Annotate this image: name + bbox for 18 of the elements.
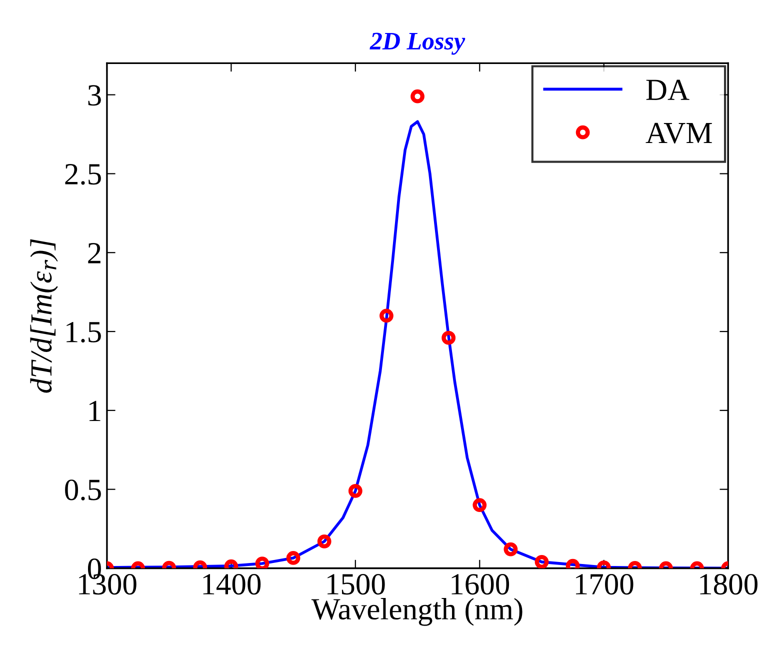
- y-tick-label: 3: [88, 85, 101, 106]
- x-tick-label: 1700: [576, 574, 634, 595]
- chart-title: 2D Lossy: [370, 32, 466, 55]
- x-tick-label: 1600: [452, 574, 510, 595]
- x-axis-title: Wavelength (nm): [311, 598, 522, 626]
- point: [442, 330, 456, 345]
- y-tick-label: 2: [88, 242, 100, 264]
- x-tick-label: 1800: [700, 574, 758, 595]
- legend-label: AVM: [646, 122, 712, 144]
- point: [380, 308, 394, 323]
- x-tick-label: 1500: [328, 574, 385, 595]
- y-tick-label: 0.5: [65, 480, 101, 500]
- x-tick-label: 1400: [203, 574, 261, 595]
- y-tick-label: 1.5: [66, 322, 101, 343]
- legend-label: DA: [646, 80, 690, 100]
- y-tick-label: 1: [90, 400, 100, 422]
- y-tick-label: 2.5: [65, 164, 101, 185]
- y-axis-title: dT/d[Im(ε$_{r}$)]: [30, 239, 58, 393]
